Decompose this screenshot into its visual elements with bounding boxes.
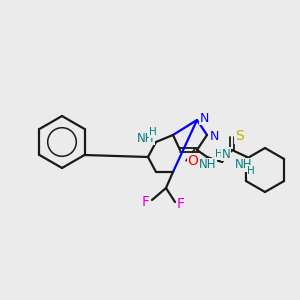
- Text: NH: NH: [235, 158, 253, 172]
- Text: NH: NH: [199, 158, 217, 172]
- Text: O: O: [188, 154, 198, 168]
- Text: F: F: [177, 197, 185, 211]
- Text: H: H: [149, 127, 157, 137]
- Text: N: N: [222, 148, 230, 160]
- Text: S: S: [235, 129, 243, 143]
- Text: NH: NH: [137, 131, 155, 145]
- Text: N: N: [209, 130, 219, 142]
- Text: N: N: [199, 112, 209, 124]
- Text: H: H: [247, 166, 255, 176]
- Text: F: F: [142, 195, 150, 209]
- Text: H: H: [215, 149, 223, 159]
